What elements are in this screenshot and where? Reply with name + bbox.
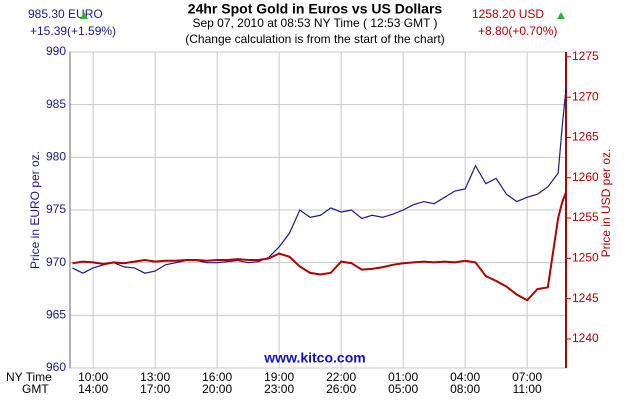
y2-tick-label: 1275 bbox=[572, 49, 599, 63]
x2-tick-label: 08:00 bbox=[450, 382, 480, 396]
x-tick-label: 19:00 bbox=[264, 370, 294, 384]
y2-tick-label: 1245 bbox=[572, 291, 599, 305]
line-series bbox=[72, 191, 567, 302]
y2-tick-label: 1240 bbox=[572, 331, 599, 345]
x2-axis-label: GMT bbox=[22, 382, 49, 396]
y2-tick-label: 1260 bbox=[572, 170, 599, 184]
x-tick-label: 01:00 bbox=[388, 370, 418, 384]
y-tick-label: 960 bbox=[46, 360, 66, 374]
y2-tick-label: 1270 bbox=[572, 89, 599, 103]
x-tick-label: 04:00 bbox=[450, 370, 480, 384]
x-tick-label: 13:00 bbox=[140, 370, 170, 384]
y2-tick-label: 1265 bbox=[572, 130, 599, 144]
x-tick-label: 10:00 bbox=[78, 370, 108, 384]
note: (Change calculation is from the start of… bbox=[185, 32, 444, 46]
subtitle: Sep 07, 2010 at 08:53 NY Time ( 12:53 GM… bbox=[192, 16, 437, 30]
y2-axis-label: Price in USD per oz. bbox=[599, 149, 613, 258]
x2-tick-label: 14:00 bbox=[78, 382, 108, 396]
y-axis-label: Price in EURO per oz. bbox=[28, 151, 42, 269]
line-series bbox=[72, 88, 567, 274]
eur-change: +15.39(+1.59%) bbox=[30, 24, 116, 38]
x-tick-label: 07:00 bbox=[512, 370, 542, 384]
usd-change: +8.80(+0.70%) bbox=[478, 24, 557, 38]
x2-tick-label: 26:00 bbox=[326, 382, 356, 396]
y-tick-label: 980 bbox=[46, 150, 66, 164]
chart-title: 24hr Spot Gold in Euros vs US Dollars bbox=[188, 1, 443, 17]
eur-price: 985.30 EURO bbox=[28, 7, 103, 21]
watermark: www.kitco.com bbox=[263, 350, 365, 366]
y2-tick-label: 1255 bbox=[572, 210, 599, 224]
y-tick-label: 965 bbox=[46, 308, 66, 322]
y2-tick-label: 1250 bbox=[572, 251, 599, 265]
y-tick-label: 990 bbox=[46, 44, 66, 58]
up-arrow bbox=[557, 12, 565, 19]
x2-tick-label: 05:00 bbox=[388, 382, 418, 396]
y-tick-label: 970 bbox=[46, 255, 66, 269]
x2-tick-label: 11:00 bbox=[513, 382, 542, 396]
up-arrow bbox=[80, 12, 88, 19]
x2-tick-label: 23:00 bbox=[264, 382, 294, 396]
y-tick-label: 975 bbox=[46, 202, 66, 216]
y-tick-label: 985 bbox=[46, 97, 66, 111]
x-axis-label: NY Time bbox=[6, 370, 52, 384]
x2-tick-label: 20:00 bbox=[202, 382, 232, 396]
x-tick-label: 16:00 bbox=[202, 370, 232, 384]
usd-price: 1258.20 USD bbox=[472, 7, 544, 21]
x2-tick-label: 17:00 bbox=[140, 382, 170, 396]
x-tick-label: 22:00 bbox=[326, 370, 356, 384]
